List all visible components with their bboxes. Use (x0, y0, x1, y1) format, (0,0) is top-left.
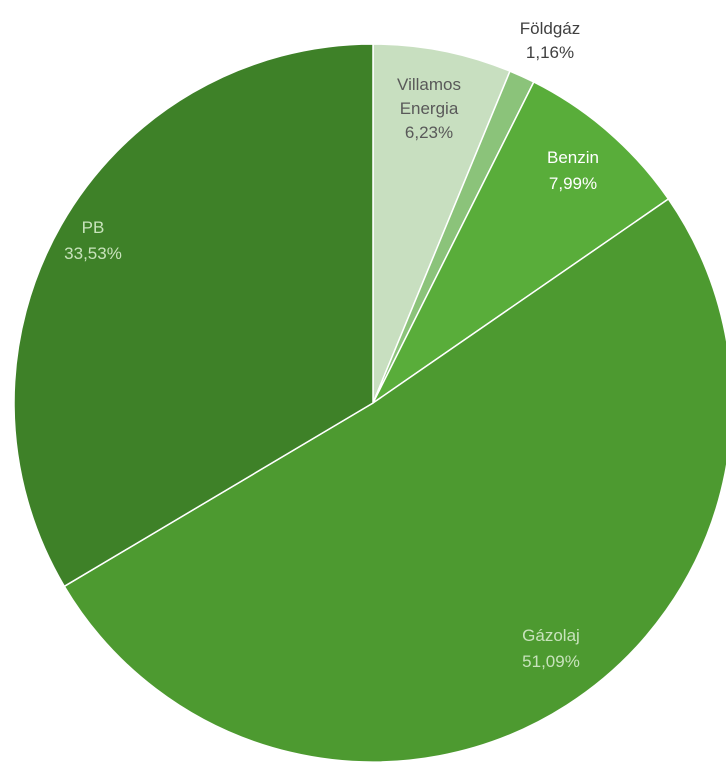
pie-slice-g-zolaj (63, 197, 726, 763)
slice-category: Villamos (397, 75, 461, 94)
slice-label-f-ldg-z: Földgáz 1,16% (520, 19, 580, 62)
slice-category: PB (82, 218, 105, 237)
slice-value: 6,23% (405, 123, 453, 142)
pie-slice-benzin (372, 81, 670, 404)
slice-label-villamos-energia: Villamos Energia 6,23% (397, 75, 461, 142)
pie-slice-villamos-energia (372, 43, 511, 404)
slice-label-benzin: Benzin 7,99% (547, 148, 599, 193)
pie-slice-pb (13, 43, 374, 588)
slice-value: 1,16% (526, 43, 574, 62)
pie-labels: Villamos Energia 6,23% Földgáz 1,16% Benzin 7,… (64, 19, 599, 671)
slice-label-g-zolaj: Gázolaj 51,09% (522, 626, 580, 671)
slice-value: 51,09% (522, 652, 580, 671)
slice-value: 7,99% (549, 174, 597, 193)
slice-value: 33,53% (64, 244, 122, 263)
slice-category: Gázolaj (522, 626, 580, 645)
pie-slices (13, 43, 726, 763)
slice-label-pb: PB 33,53% (64, 218, 122, 263)
slice-category: Földgáz (520, 19, 580, 38)
slice-category: Energia (400, 99, 459, 118)
slice-category: Benzin (547, 148, 599, 167)
